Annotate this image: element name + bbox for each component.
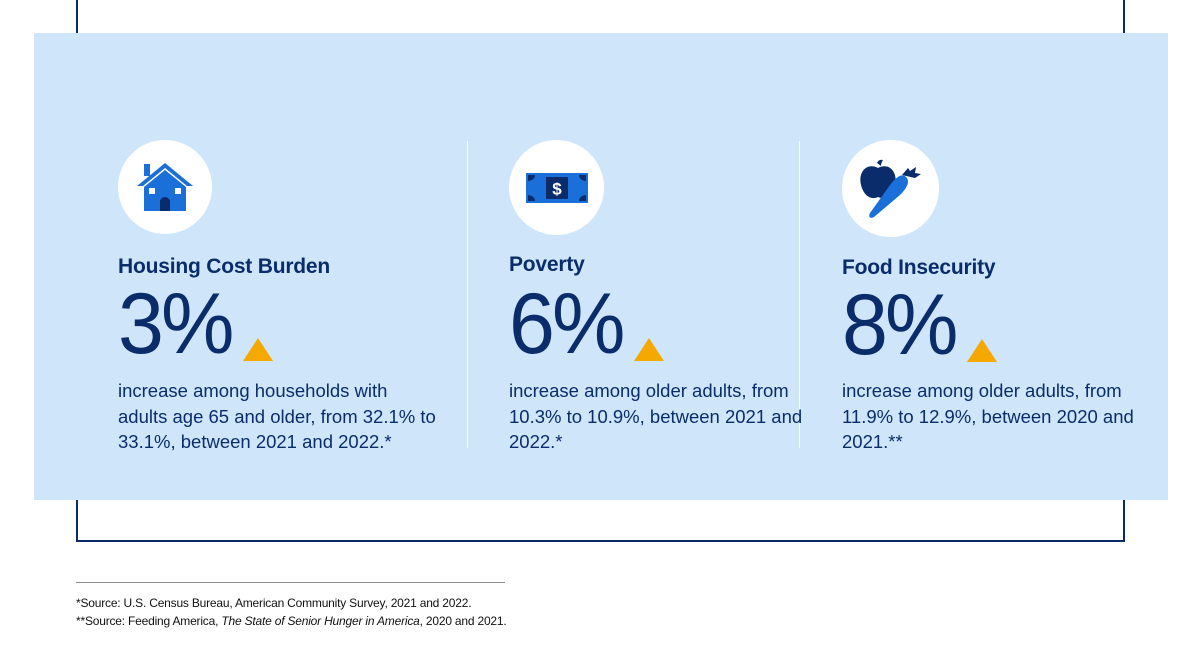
apple-carrot-icon xyxy=(859,159,921,218)
stat-title: Food Insecurity xyxy=(842,256,996,279)
stat-description: increase among older adults, from 10.3% … xyxy=(509,380,803,452)
stat-row: 6% xyxy=(509,280,665,368)
svg-text:$: $ xyxy=(552,179,562,198)
source-line-2-title: The State of Senior Hunger in America xyxy=(221,614,420,628)
stat-title: Poverty xyxy=(509,253,585,276)
icon-badge xyxy=(842,140,939,237)
stat-description: increase among households with adults ag… xyxy=(118,380,436,452)
stat-description: increase among older adults, from 11.9% … xyxy=(842,380,1134,452)
stat-card-housing: Housing Cost Burden 3% increase among ho… xyxy=(118,140,436,452)
column-divider xyxy=(799,141,800,448)
source-line-2-prefix: **Source: Feeding America, xyxy=(76,614,222,628)
icon-badge: $ xyxy=(509,140,604,235)
stat-card-poverty: $ Poverty 6% increase among older adults… xyxy=(509,140,819,452)
house-icon xyxy=(137,163,193,211)
source-line-1: *Source: U.S. Census Bureau, American Co… xyxy=(76,596,472,610)
column-divider xyxy=(467,141,468,448)
stat-value: 8% xyxy=(842,277,958,373)
stat-row: 8% xyxy=(842,281,998,369)
source-line-2: **Source: Feeding America, The State of … xyxy=(76,612,507,630)
trend-up-icon xyxy=(967,339,998,362)
icon-badge xyxy=(118,140,212,234)
trend-up-icon xyxy=(634,338,665,361)
dollar-bill-icon: $ xyxy=(525,172,588,203)
stat-value: 6% xyxy=(509,276,625,372)
stat-row: 3% xyxy=(118,280,274,368)
stats-panel xyxy=(34,33,1168,500)
stat-title: Housing Cost Burden xyxy=(118,255,331,278)
stat-value: 3% xyxy=(118,276,234,372)
stat-card-food: Food Insecurity 8% increase among older … xyxy=(842,140,1152,452)
source-line-2-suffix: , 2020 and 2021. xyxy=(419,614,507,628)
trend-up-icon xyxy=(243,338,274,361)
sources-footnote: *Source: U.S. Census Bureau, American Co… xyxy=(76,582,507,630)
